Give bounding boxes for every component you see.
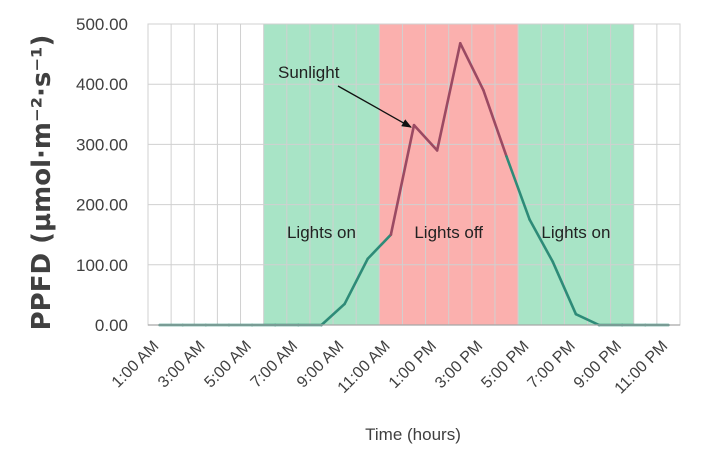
sunlight-data-point [436,149,439,152]
region-1-label: Lights off [414,223,483,242]
x-tick-label: 5:00 PM [478,338,532,392]
sunlight-data-point [366,257,369,260]
sunlight-line-segment [482,88,508,158]
sunlight-annotation-arrow [337,85,412,128]
label-layer: PPFD (µmol·m⁻²·s⁻¹) Time (hours) Lights on… [27,35,610,444]
y-tick-label: 400.00 [76,75,128,94]
y-tick-label: 500.00 [76,15,128,34]
region-0-label: Lights on [287,223,356,242]
sunlight-annotation-label: Sunlight [278,63,340,82]
sunlight-data-point [551,260,554,263]
x-tick-label: 3:00 AM [155,338,209,392]
sunlight-line-segment [343,257,370,306]
sunlight-data-point [343,303,346,306]
sunlight-line-segment [574,312,601,327]
x-tick-label: 1:00 AM [109,338,163,392]
y-tick-label: 0.00 [95,316,128,335]
region-2-band [518,24,634,325]
sunlight-line-segment [389,123,416,236]
sunlight-data-point [528,218,531,221]
sunlight-line-segment [551,260,578,316]
x-tick-label: 7:00 PM [525,338,579,392]
x-tick-label: 1:00 PM [386,338,440,392]
sunlight-line-segment [366,233,393,261]
y-axis-title: PPFD (µmol·m⁻²·s⁻¹) [27,35,57,331]
y-tick-label: 300.00 [76,135,128,154]
x-tick-label: 7:00 AM [248,338,302,392]
sunlight-line-segment [412,123,439,152]
sunlight-line-segment [505,155,531,221]
region-2-label: Lights on [541,223,610,242]
x-axis-title: Time (hours) [365,425,461,444]
sunlight-line-segment [320,302,346,327]
sunlight-data-point [459,42,462,45]
sunlight-data-point [413,124,416,127]
x-tick-label: 3:00 PM [432,338,486,392]
sunlight-line-segment [528,218,555,264]
sunlight-data-point [482,89,485,92]
sunlight-line-segment [458,41,485,92]
x-tick-label: 5:00 AM [201,338,255,392]
y-tick-label: 100.00 [76,256,128,275]
sunlight-data-point [575,313,578,316]
sunlight-data-point [505,155,508,158]
y-tick-label: 200.00 [76,196,128,215]
sunlight-line-segment [435,41,462,152]
sunlight-data-point [390,233,393,236]
